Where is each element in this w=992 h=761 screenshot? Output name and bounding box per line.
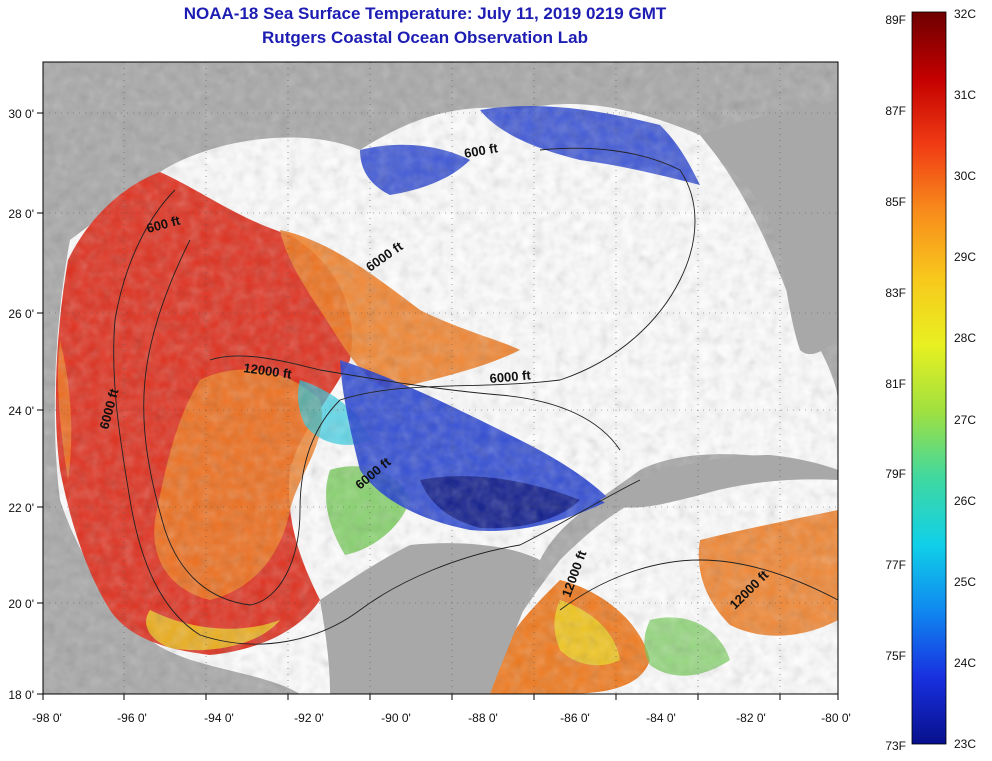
graticule <box>43 62 838 694</box>
lat-tick-label: 24 0' <box>8 404 34 418</box>
c-label: 32C <box>954 7 976 21</box>
lon-tick-label: -84 0' <box>646 711 676 725</box>
colorbar-ramp <box>911 11 947 745</box>
f-label: 77F <box>885 558 906 572</box>
lon-tick-label: -94 0' <box>204 711 234 725</box>
lat-tick-labels: 18 0' 20 0' 22 0' 24 0' 26 0' 28 0' 30 0… <box>8 107 34 702</box>
f-label: 89F <box>885 13 906 27</box>
lon-tick-label: -92 0' <box>294 711 324 725</box>
lat-tick-label: 18 0' <box>8 688 34 702</box>
contour-6000ft <box>143 147 696 606</box>
lon-tick-label: -80 0' <box>821 711 851 725</box>
lon-tick-label: -96 0' <box>117 711 147 725</box>
yucatan-land <box>320 543 540 694</box>
sst-map: 600 ft 600 ft 6000 ft 12000 ft 6000 ft 6… <box>8 61 851 725</box>
lat-tick-label: 22 0' <box>8 501 34 515</box>
ocean-layer <box>43 62 838 694</box>
lon-tick-labels: -98 0' -96 0' -94 0' -92 0' -90 0' -88 0… <box>32 711 851 725</box>
depth-contours <box>113 147 839 645</box>
cuba-land <box>600 455 838 508</box>
contour-600ft <box>113 189 641 645</box>
f-label: 81F <box>885 377 906 391</box>
f-label: 87F <box>885 104 906 118</box>
lon-tick-label: -86 0' <box>560 711 590 725</box>
f-label: 83F <box>885 286 906 300</box>
lon-tick-label: -88 0' <box>468 711 498 725</box>
f-label: 75F <box>885 649 906 663</box>
contour-caribbean <box>559 559 839 611</box>
c-label: 26C <box>954 494 976 508</box>
c-label: 31C <box>954 88 976 102</box>
f-label: 85F <box>885 195 906 209</box>
depth-label: 12000 ft <box>243 360 294 382</box>
c-label: 23C <box>954 737 976 751</box>
lat-tick-label: 20 0' <box>8 597 34 611</box>
map-title: NOAA-18 Sea Surface Temperature: July 11… <box>183 4 667 23</box>
contour-12000ft <box>209 355 621 451</box>
c-label: 27C <box>954 413 976 427</box>
c-label: 30C <box>954 169 976 183</box>
lon-tick-label: -82 0' <box>736 711 766 725</box>
depth-label: 6000 ft <box>489 367 532 386</box>
c-label: 28C <box>954 331 976 345</box>
c-label: 24C <box>954 656 976 670</box>
fahrenheit-labels: 89F 87F 85F 83F 81F 79F 77F 75F 73F <box>885 13 906 753</box>
temperature-colorbar: 89F 87F 85F 83F 81F 79F 77F 75F 73F 32C … <box>885 7 976 753</box>
map-frame <box>42 61 839 695</box>
lat-tick-label: 28 0' <box>8 207 34 221</box>
celsius-labels: 32C 31C 30C 29C 28C 27C 26C 25C 24C 23C <box>954 7 976 751</box>
land-layer <box>320 100 838 694</box>
depth-label: 600 ft <box>463 140 500 161</box>
f-label: 79F <box>885 467 906 481</box>
c-label: 29C <box>954 250 976 264</box>
map-subtitle: Rutgers Coastal Ocean Observation Lab <box>262 28 588 47</box>
lat-tick-label: 26 0' <box>8 307 34 321</box>
tick-marks <box>37 112 839 700</box>
lon-tick-label: -90 0' <box>381 711 411 725</box>
f-label: 73F <box>885 739 906 753</box>
c-label: 25C <box>954 575 976 589</box>
florida-land <box>700 100 838 355</box>
lon-tick-label: -98 0' <box>32 711 62 725</box>
lat-tick-label: 30 0' <box>8 107 34 121</box>
